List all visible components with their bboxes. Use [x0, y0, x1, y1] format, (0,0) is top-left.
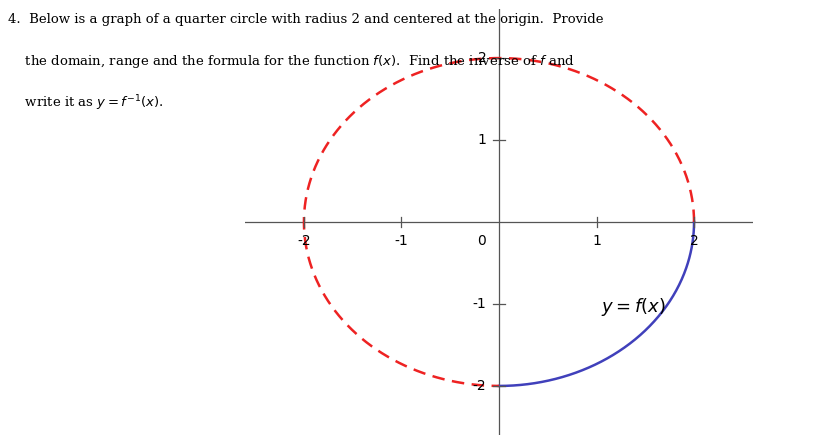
Text: -2: -2	[297, 234, 311, 248]
Text: the domain, range and the formula for the function $f(x)$.  Find the inverse of : the domain, range and the formula for th…	[8, 53, 575, 70]
Text: 1: 1	[478, 133, 486, 147]
Text: 2: 2	[690, 234, 699, 248]
Text: write it as $y = f^{-1}(x)$.: write it as $y = f^{-1}(x)$.	[8, 93, 164, 113]
Text: 4.  Below is a graph of a quarter circle with radius 2 and centered at the origi: 4. Below is a graph of a quarter circle …	[8, 13, 604, 26]
Text: -2: -2	[473, 379, 486, 393]
Text: 1: 1	[592, 234, 601, 248]
Text: $y = f(x)$: $y = f(x)$	[601, 296, 666, 318]
Text: 2: 2	[478, 51, 486, 65]
Text: -1: -1	[394, 234, 408, 248]
Text: -1: -1	[473, 297, 486, 311]
Text: 0: 0	[478, 234, 486, 248]
